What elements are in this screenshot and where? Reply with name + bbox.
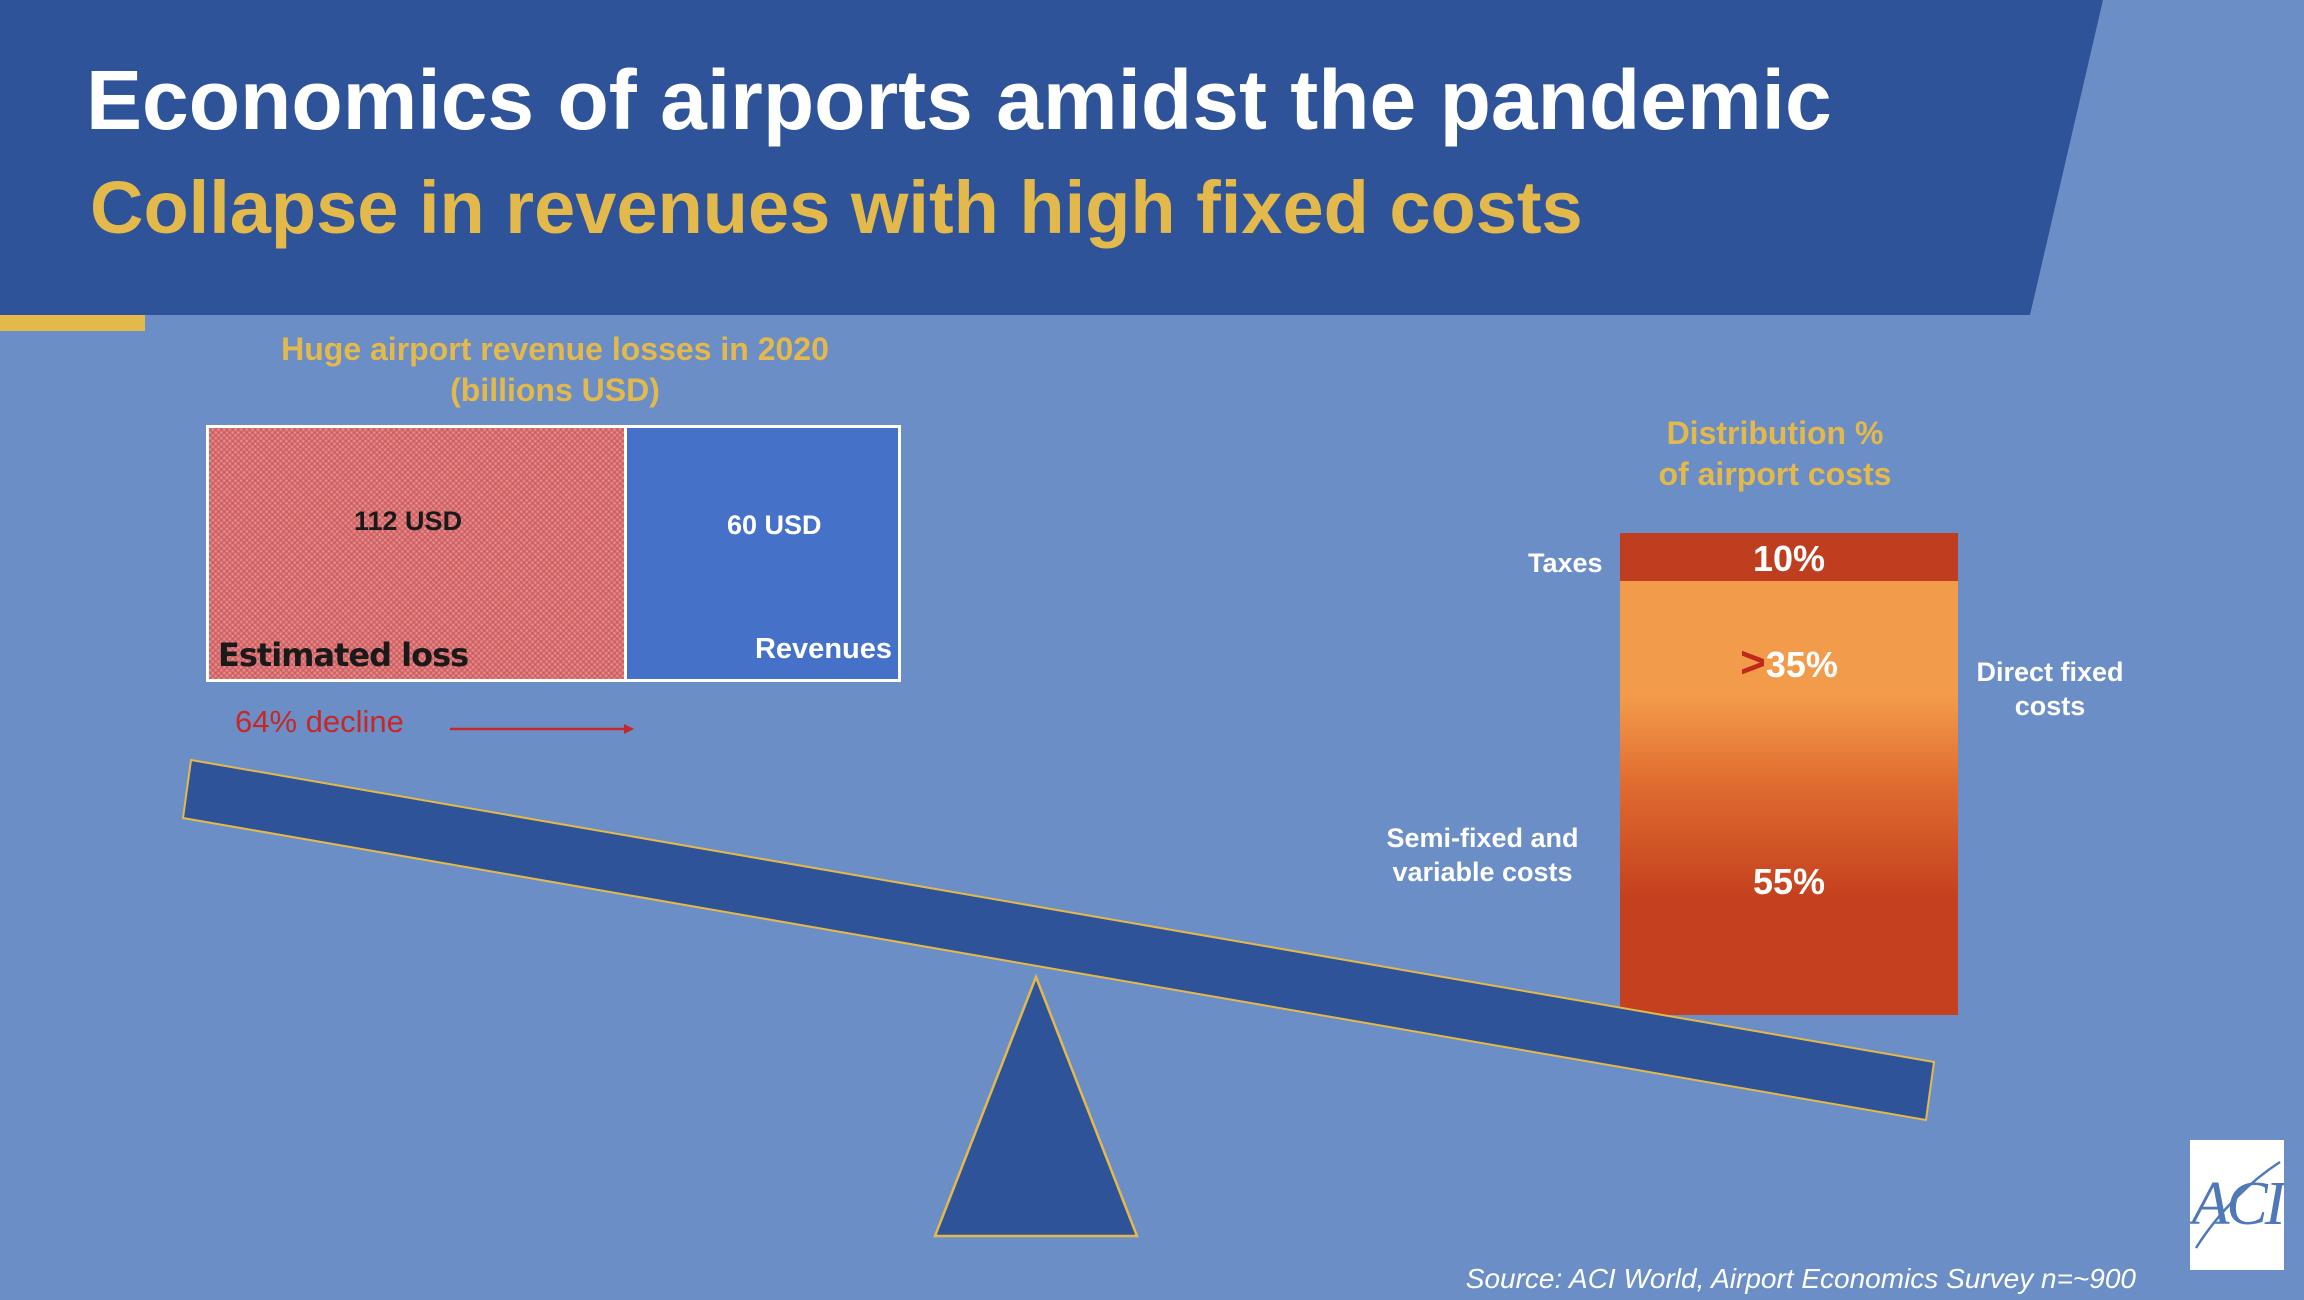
revenue-loss-heading: Huge airport revenue losses in 2020 (bil…	[200, 329, 910, 411]
decline-label: 64% decline	[235, 704, 404, 739]
source-citation: Source: ACI World, Airport Economics Sur…	[1465, 1263, 2136, 1294]
taxes-percent: 10%	[1752, 538, 1826, 579]
direct-fixed-percent: >35%	[1620, 638, 1958, 688]
svg-text:ACI: ACI	[2190, 1170, 2284, 1238]
aci-logo: ACI	[2190, 1140, 2284, 1270]
semi-fixed-percent: 55%	[1752, 861, 1826, 902]
semi-fixed-costs-label: Semi-fixed and variable costs	[1360, 821, 1605, 889]
slide-title: Economics of airports amidst the pandemi…	[86, 53, 1832, 147]
direct-fixed-value: 35%	[1765, 644, 1838, 685]
taxes-label: Taxes	[1528, 548, 1603, 578]
cost-heading-line1: Distribution %	[1666, 415, 1884, 451]
direct-label-line2: costs	[2014, 691, 2086, 721]
cost-heading-line2: of airport costs	[1658, 456, 1892, 492]
seesaw-beam	[181, 758, 1936, 1122]
cost-segment-taxes	[1620, 533, 1958, 581]
direct-fixed-costs-label: Direct fixed costs	[1960, 655, 2140, 723]
semi-label-line1: Semi-fixed and	[1386, 823, 1579, 853]
revenue-loss-heading-line1: Huge airport revenue losses in 2020	[281, 331, 829, 367]
seesaw-fulcrum	[933, 973, 1139, 1238]
slide-subtitle: Collapse in revenues with high fixed cos…	[90, 166, 1583, 249]
cost-distribution-bar	[1620, 533, 1958, 1015]
header-band	[0, 0, 2103, 315]
estimated-loss-amount: 112 USD	[354, 506, 463, 536]
direct-label-line1: Direct fixed	[1976, 657, 2124, 687]
semi-label-line2: variable costs	[1392, 857, 1573, 887]
revenues-amount: 60 USD	[727, 510, 822, 540]
revenues-label: Revenues	[754, 633, 892, 665]
cost-distribution-heading: Distribution % of airport costs	[1590, 413, 1960, 495]
greater-than-sign: >	[1740, 638, 1766, 687]
estimated-loss-box: 112 USD Estimated loss	[206, 425, 624, 682]
estimated-loss-label: Estimated loss	[218, 636, 469, 674]
revenue-loss-heading-line2: (billions USD)	[450, 372, 660, 408]
cost-bar-values: 10% >35% 55%	[1620, 533, 1958, 1015]
gold-accent-rule	[0, 315, 145, 331]
revenues-box: 60 USD Revenues	[624, 425, 901, 682]
